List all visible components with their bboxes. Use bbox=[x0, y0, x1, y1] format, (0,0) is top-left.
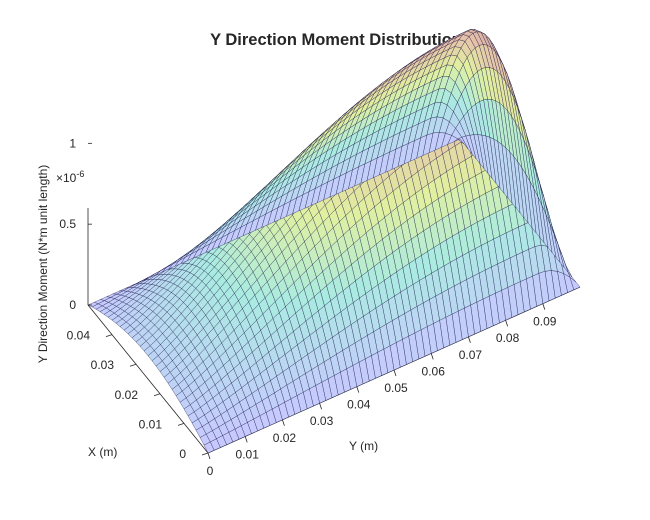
y-tick-label: 0.01 bbox=[236, 447, 260, 461]
z-exponent-label: ×10-6 bbox=[56, 169, 84, 185]
z-tick-label: 1 bbox=[69, 136, 76, 150]
y-axis-label: Y (m) bbox=[349, 439, 378, 453]
z-axis-label: Y Direction Moment (N*m unit length) bbox=[36, 165, 50, 364]
x-tick-mark bbox=[105, 334, 113, 337]
surface-patch bbox=[87, 302, 99, 308]
y-tick-mark bbox=[430, 353, 434, 360]
y-tick-label: 0.09 bbox=[533, 315, 557, 329]
y-tick-mark bbox=[207, 452, 211, 460]
y-tick-mark bbox=[505, 320, 508, 327]
x-tick-mark bbox=[177, 423, 185, 426]
y-tick-label: 0 bbox=[207, 464, 214, 478]
z-tick-label: 0.5 bbox=[59, 217, 76, 231]
y-tick-label: 0.04 bbox=[347, 398, 371, 412]
y-tick-label: 0.03 bbox=[310, 414, 334, 428]
y-tick-label: 0.08 bbox=[496, 331, 520, 345]
x-tick-mark bbox=[201, 452, 209, 456]
y-tick-mark bbox=[542, 303, 546, 310]
axis-ticks: 0 0.01 0.02 0.03 0.04 0 0.01 0.02 0.03 0.04 0.05 0.… bbox=[59, 136, 556, 478]
y-tick-mark bbox=[356, 386, 360, 393]
x-tick-label: 0.04 bbox=[67, 329, 91, 343]
y-tick-mark bbox=[282, 419, 285, 426]
y-tick-mark bbox=[244, 436, 248, 443]
x-tick-label: 0.02 bbox=[115, 388, 139, 402]
x-axis-label: X (m) bbox=[88, 445, 117, 459]
y-tick-mark bbox=[468, 336, 471, 343]
x-tick-mark bbox=[153, 393, 161, 397]
y-tick-label: 0.06 bbox=[422, 364, 446, 378]
z-tick-label: 0 bbox=[69, 298, 76, 312]
y-tick-label: 0.05 bbox=[384, 381, 408, 395]
chart-title: Y Direction Moment Distribution bbox=[210, 31, 462, 49]
y-tick-mark bbox=[319, 403, 322, 410]
x-tick-mark bbox=[129, 363, 137, 367]
y-tick-label: 0.07 bbox=[459, 348, 483, 362]
x-tick-label: 0 bbox=[179, 447, 186, 461]
x-axis-line bbox=[87, 304, 209, 454]
x-tick-label: 0.03 bbox=[91, 358, 115, 372]
y-tick-mark bbox=[393, 369, 397, 377]
y-tick-label: 0.02 bbox=[273, 431, 297, 445]
surface-mesh bbox=[87, 29, 581, 454]
x-tick-label: 0.01 bbox=[139, 417, 163, 431]
